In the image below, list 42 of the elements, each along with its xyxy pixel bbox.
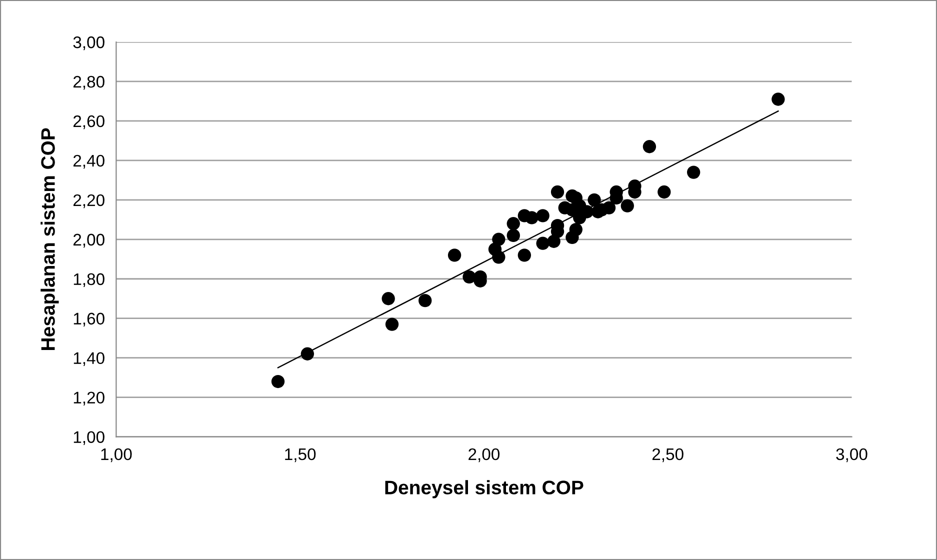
point bbox=[687, 166, 700, 179]
y-tick-label: 1,00 bbox=[74, 431, 104, 445]
y-tick-label: 2,60 bbox=[73, 115, 104, 130]
point bbox=[642, 140, 656, 154]
point bbox=[382, 292, 395, 306]
point bbox=[506, 228, 520, 242]
y-tick-label: 2,20 bbox=[73, 194, 104, 208]
point bbox=[518, 248, 532, 262]
point bbox=[602, 201, 616, 214]
y-axis-title: Hesaplanan sistem COP bbox=[40, 128, 59, 350]
y-tick-label: 2,40 bbox=[73, 154, 104, 169]
y-tick-label: 1,40 bbox=[74, 352, 104, 366]
x-tick-label: 2,50 bbox=[652, 448, 684, 462]
point bbox=[772, 92, 785, 106]
point bbox=[588, 193, 601, 207]
point bbox=[550, 185, 564, 199]
point bbox=[271, 374, 285, 388]
point bbox=[620, 199, 634, 212]
y-tick-label: 1,20 bbox=[74, 392, 104, 406]
x-tick-label: 1,50 bbox=[285, 448, 316, 462]
point bbox=[506, 217, 520, 230]
point bbox=[566, 230, 579, 244]
point bbox=[418, 294, 432, 308]
x-tick-label: 2,00 bbox=[468, 448, 500, 462]
point bbox=[536, 236, 550, 250]
point bbox=[385, 318, 399, 331]
point bbox=[525, 211, 538, 224]
point bbox=[492, 232, 506, 246]
x-tick-label: 1,00 bbox=[101, 448, 132, 462]
point bbox=[536, 209, 550, 222]
point bbox=[658, 185, 671, 199]
x-axis-title: Deneysel sistem COP bbox=[385, 480, 584, 498]
point bbox=[300, 347, 314, 360]
y-tick-label: 2,00 bbox=[73, 234, 104, 248]
point bbox=[462, 270, 476, 284]
y-tick-label: 2,80 bbox=[73, 76, 104, 90]
y-tick-label: 1,80 bbox=[74, 273, 104, 288]
y-tick-label: 1,60 bbox=[74, 312, 104, 327]
y-tick-label: 3,00 bbox=[73, 36, 104, 50]
point bbox=[492, 250, 506, 264]
point bbox=[448, 248, 462, 262]
x-tick-label: 3,00 bbox=[836, 448, 868, 462]
